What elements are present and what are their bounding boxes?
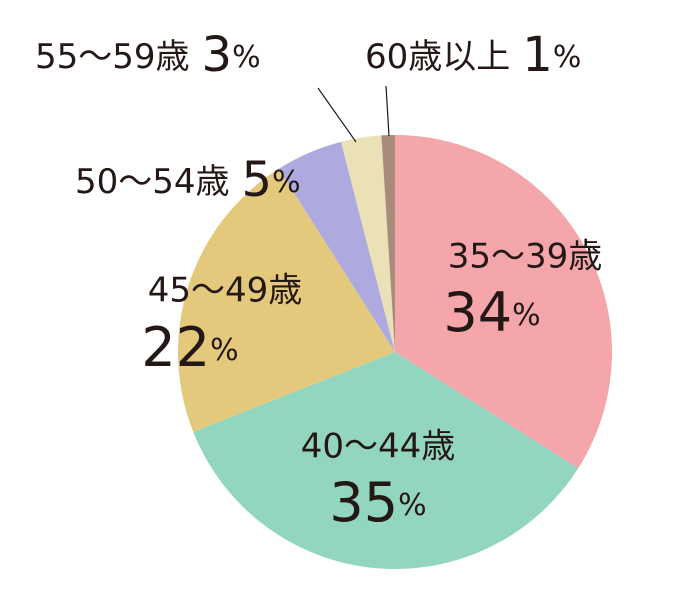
category-label: 50〜54歳 — [75, 162, 230, 202]
category-label: 40〜44歳 — [301, 427, 456, 467]
value-label: 34% — [443, 281, 540, 344]
slice-label: 50〜54歳 5% — [75, 152, 301, 208]
slices — [178, 135, 612, 569]
category-label: 45〜49歳 — [148, 271, 303, 311]
leader-line — [317, 87, 357, 143]
leader-line — [385, 85, 390, 137]
category-label: 55〜59歳 — [35, 37, 190, 77]
pie-slice — [395, 135, 612, 469]
pie-slice — [193, 352, 579, 569]
pie-slice — [341, 135, 395, 352]
value-label: 5% — [242, 152, 301, 208]
category-label: 60歳以上 — [365, 37, 510, 77]
pie-slice — [178, 168, 395, 432]
pie-slice — [278, 141, 395, 352]
value-label: 22% — [141, 316, 238, 379]
category-label: 35〜39歳 — [448, 237, 603, 277]
value-label: 35% — [329, 471, 426, 534]
pie-slice — [381, 135, 395, 352]
slice-label: 55〜59歳 3% — [35, 27, 261, 83]
slice-label: 60歳以上 1% — [365, 27, 581, 83]
value-label: 3% — [202, 27, 261, 83]
value-label: 1% — [522, 27, 581, 83]
